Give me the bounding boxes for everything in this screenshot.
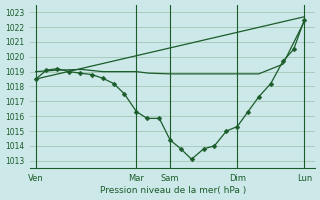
X-axis label: Pression niveau de la mer( hPa ): Pression niveau de la mer( hPa ) bbox=[100, 186, 246, 195]
